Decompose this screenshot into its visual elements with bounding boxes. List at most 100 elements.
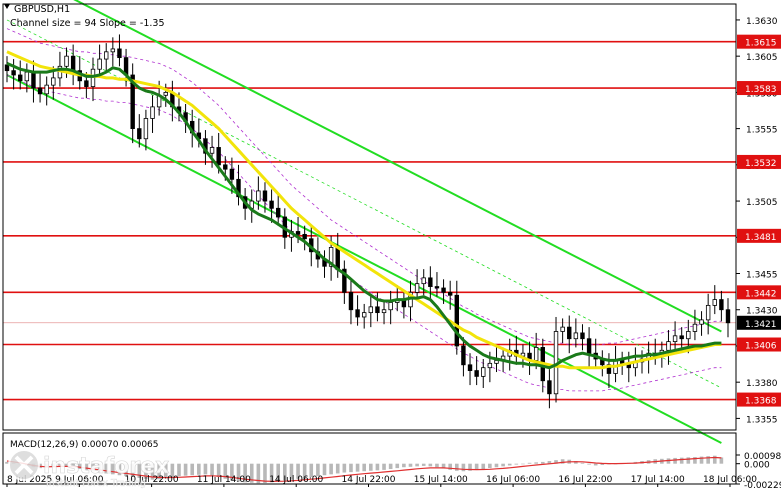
macd-hist-bar [362, 463, 366, 472]
axes: 1.36301.36051.35801.35551.35301.35051.34… [2, 3, 781, 491]
candle-body [44, 84, 49, 95]
macd-hist-bar [91, 463, 95, 472]
macd-hist-bar [58, 463, 62, 466]
level-label: 1.3406 [745, 342, 777, 352]
candle-body [666, 341, 671, 351]
macd-hist-bar [375, 463, 380, 471]
macd-hist-bar [699, 456, 704, 464]
candle-body [692, 323, 698, 332]
macd-hist-bar [547, 461, 552, 464]
candle-body [467, 364, 473, 371]
candle-body [719, 299, 724, 311]
candle-body [434, 286, 440, 289]
macd-hist-bar [554, 460, 558, 464]
candle-body [725, 309, 731, 324]
x-tick-label: 15 Jul 14:00 [414, 475, 468, 485]
macd-hist-bar [388, 463, 393, 470]
x-tick-label: 14 Jul 06:00 [269, 475, 323, 485]
macd-hist-bar [574, 461, 578, 464]
x-tick-label: 17 Jul 14:00 [631, 475, 685, 485]
y-tick-label: 1.3555 [746, 126, 778, 136]
macd-hist-bar [236, 463, 241, 482]
y-tick-label: 1.3430 [746, 307, 778, 317]
x-tick-label: 16 Jul 06:00 [486, 475, 540, 485]
macd-hist-bar [719, 457, 724, 464]
macd-hist-bar [501, 463, 505, 467]
macd-hist-bar [130, 463, 135, 477]
candle-body [4, 64, 10, 72]
macd-hist-bar [712, 455, 717, 464]
candle-body [64, 55, 69, 67]
level-tag [737, 228, 781, 243]
macd-hist-bar [408, 463, 413, 467]
main-plot [3, 0, 736, 444]
candle-body [229, 168, 235, 180]
candle-body [110, 48, 116, 53]
candle-body [18, 74, 23, 82]
macd-hist-bar [296, 463, 300, 479]
macd-hist-bar [163, 463, 168, 478]
macd-hist-bar [190, 463, 195, 476]
macd-hist-bar [382, 463, 386, 470]
ma-slow-line [6, 50, 722, 370]
level-tag [737, 34, 781, 49]
macd-hist-bar [5, 461, 9, 464]
candle-body [533, 347, 539, 361]
macd-label: MACD(12,26,9) 0.00070 0.00065 [10, 440, 159, 450]
macd-hist-bar [157, 463, 161, 480]
macd-hist-bar [560, 459, 565, 464]
macd-hist-bar [488, 463, 492, 469]
macd-plot [5, 455, 724, 484]
candle-body [474, 370, 479, 377]
macd-hist-bar [177, 463, 181, 477]
candle-body [428, 277, 433, 287]
candle-body [117, 48, 122, 59]
x-tick-label: 16 Jul 22:00 [558, 475, 612, 485]
channel-upper-line [73, 0, 722, 333]
x-tick-label: 14 Jul 22:00 [342, 475, 396, 485]
y-tick-label: 1.3455 [746, 271, 778, 281]
candle-body [97, 58, 102, 70]
instaforex-logo-icon [8, 449, 40, 481]
candle-body [348, 291, 354, 311]
macd-hist-bar [693, 457, 697, 464]
macd-hist-bar [322, 463, 327, 476]
macd-hist-bar [673, 457, 677, 464]
candle-body [454, 294, 460, 347]
macd-hist-bar [415, 463, 419, 467]
candle-body [381, 309, 387, 314]
candle-body [328, 247, 334, 267]
candle-body [137, 128, 142, 140]
macd-hist-bar [249, 463, 254, 483]
level-tag [737, 337, 781, 352]
level-label: 1.3368 [745, 397, 777, 407]
watermark-brand: instaforex [43, 454, 169, 479]
macd-hist-bar [428, 463, 433, 467]
candle-body [441, 287, 446, 293]
candle-body [421, 277, 426, 285]
candle-body [414, 283, 420, 293]
macd-hist-bar [210, 463, 214, 476]
macd-hist-bar [230, 463, 234, 481]
macd-hist-bar [507, 463, 512, 466]
macd-hist-bar [580, 462, 585, 464]
candle-body [368, 306, 374, 314]
macd-hist-bar [514, 463, 519, 465]
collapse-triangle-icon[interactable] [4, 4, 10, 9]
candle-body [712, 299, 717, 306]
candle-body [70, 55, 76, 72]
macd-hist-bar [441, 463, 446, 469]
macd-hist-bar [117, 463, 122, 476]
candle-body [209, 147, 215, 154]
macd-hist-bar [369, 463, 373, 471]
macd-hist-bar [104, 463, 109, 474]
candle-body [560, 326, 565, 332]
macd-hist-bar [335, 463, 340, 474]
candle-body [295, 231, 301, 235]
macd-hist-bar [256, 463, 261, 484]
y-tick-label: 1.3380 [746, 379, 778, 389]
macd-hist-bar [587, 463, 591, 465]
macd-hist-bar [686, 457, 691, 464]
candle-body [37, 87, 43, 95]
